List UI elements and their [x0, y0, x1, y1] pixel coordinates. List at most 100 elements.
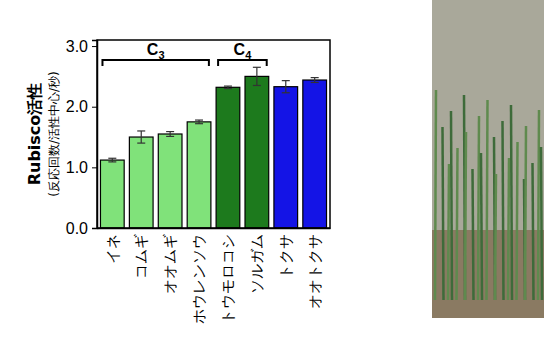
error-stem — [170, 132, 171, 137]
bar — [158, 134, 182, 228]
bracket-line — [218, 60, 267, 66]
photo-stem — [494, 137, 495, 300]
error-cap — [108, 161, 116, 162]
error-cap — [166, 136, 174, 137]
frame — [97, 40, 330, 228]
photo-stem — [503, 121, 504, 300]
error-stem — [314, 78, 315, 83]
photo-stem — [448, 164, 449, 300]
error-bar — [224, 86, 232, 88]
error-cap — [137, 130, 145, 131]
x-tick-label: トクサ — [277, 234, 294, 279]
group-bracket: C3 — [102, 41, 208, 66]
x-tick-label: トウモロコシ — [219, 234, 236, 324]
error-bar — [137, 131, 145, 143]
photo-stem — [451, 111, 452, 300]
photo-stem — [508, 158, 509, 300]
y-tick: 3.0 — [66, 38, 97, 55]
error-cap — [108, 158, 116, 159]
x-tick: イネ — [104, 228, 121, 264]
error-cap — [166, 131, 174, 132]
bar — [303, 80, 327, 228]
group-bracket: C4 — [218, 41, 267, 66]
x-tick-label: イネ — [104, 234, 121, 264]
error-bar — [166, 132, 174, 137]
bar — [245, 76, 269, 228]
chart: 0.0 1.0 2.0 3.0 イネコムギオオムギホウレンソウトウモロコシソルガムトクサ… — [0, 0, 544, 337]
photo-stem — [464, 95, 465, 300]
error-bar — [253, 67, 261, 85]
bar — [187, 122, 211, 228]
error-stem — [141, 131, 142, 143]
bar — [100, 160, 124, 228]
y-tick-label: 0.0 — [66, 220, 88, 237]
error-bar — [108, 158, 116, 162]
bar — [129, 137, 153, 228]
x-tick: ホウレンソウ — [190, 228, 207, 324]
error-bar — [282, 81, 290, 93]
x-tick-label: オオムギ — [161, 234, 178, 294]
photo-stem — [495, 174, 496, 300]
x-tick-label: ホウレンソウ — [190, 234, 207, 324]
error-stem — [256, 67, 257, 85]
error-bar — [195, 120, 203, 124]
group-label: C4 — [234, 41, 253, 61]
x-tick: オオトクサ — [306, 228, 323, 309]
error-cap — [137, 142, 145, 143]
y-axis: 0.0 1.0 2.0 3.0 — [66, 38, 98, 237]
error-cap — [195, 123, 203, 124]
error-cap — [311, 77, 319, 78]
error-cap — [282, 92, 290, 93]
y-tick-label: 1.0 — [66, 159, 88, 176]
x-axis-line — [98, 228, 331, 230]
x-tick: ソルガム — [248, 228, 265, 294]
photo-stem — [541, 147, 542, 300]
bars — [100, 67, 326, 228]
photo-stem — [525, 126, 526, 300]
photo-background — [432, 0, 544, 318]
plot: 0.0 1.0 2.0 3.0 イネコムギオオムギホウレンソウトウモロコシソルガムトクサ… — [66, 38, 331, 324]
x-axis: イネコムギオオムギホウレンソウトウモロコシソルガムトクサオオトクサ — [98, 228, 331, 324]
y-tick-mark — [92, 107, 97, 108]
error-cap — [224, 85, 232, 86]
photo — [432, 0, 544, 318]
y-tick: 0.0 — [66, 220, 97, 237]
photo-stem — [511, 105, 512, 300]
y-tick: 1.0 — [66, 159, 97, 176]
photo-stem — [465, 132, 466, 300]
photo-stem — [538, 110, 539, 300]
photo-stem — [457, 148, 458, 300]
y-tick-mark — [92, 167, 97, 168]
photo-stem — [435, 90, 436, 300]
error-cap — [195, 119, 203, 120]
photo-stem — [443, 127, 444, 300]
error-bar — [311, 78, 319, 83]
y-axis-line — [92, 41, 98, 229]
y-axis-subtitle: (反応回数/活性中心/秒) — [47, 71, 61, 196]
y-tick-mark — [92, 46, 97, 47]
x-tick-label: ソルガム — [248, 234, 265, 294]
error-cap — [311, 82, 319, 83]
bracket-line — [102, 60, 208, 66]
x-tick-label: オオトクサ — [306, 234, 323, 309]
x-tick: オオムギ — [161, 228, 178, 294]
y-tick-mark — [92, 228, 97, 229]
bar — [274, 87, 298, 228]
x-tick-label: コムギ — [132, 234, 149, 279]
bar — [216, 87, 240, 228]
x-tick: トクサ — [277, 228, 294, 279]
photo-stem — [487, 100, 488, 300]
error-stem — [285, 81, 286, 93]
photo-stem — [533, 163, 534, 300]
error-cap — [224, 88, 232, 89]
error-cap — [253, 67, 261, 68]
photo-stem — [473, 169, 474, 300]
y-axis-title: Rubisco活性 — [25, 83, 44, 186]
error-cap — [282, 80, 290, 81]
photo-stem — [481, 153, 482, 300]
photo-stem — [478, 116, 479, 300]
y-tick-label: 2.0 — [66, 98, 88, 115]
x-tick: コムギ — [132, 228, 149, 279]
y-tick: 2.0 — [66, 98, 97, 115]
x-tick: トウモロコシ — [219, 228, 236, 324]
